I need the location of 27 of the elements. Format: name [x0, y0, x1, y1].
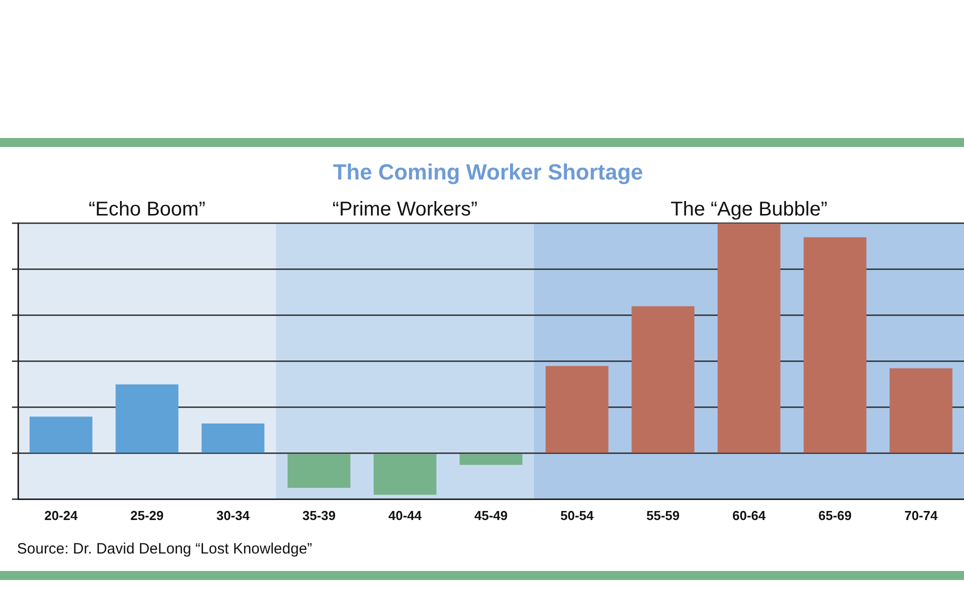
chart-title: The Coming Worker Shortage: [332, 159, 644, 184]
x-tick-label: 65-69: [818, 508, 852, 523]
bar: [890, 368, 952, 453]
x-tick-label: 55-59: [646, 508, 680, 523]
x-tick-label: 20-24: [44, 508, 78, 523]
bar: [460, 454, 522, 465]
source-note: Source: Dr. David DeLong “Lost Knowledge”: [17, 540, 312, 558]
x-tick-label: 60-64: [732, 508, 766, 523]
band-label: The “Age Bubble”: [670, 198, 828, 220]
x-tick-label: 50-54: [560, 508, 594, 523]
x-tick-label: 40-44: [388, 508, 422, 523]
band-label: “Prime Workers”: [332, 198, 478, 220]
x-tick-label: 35-39: [302, 508, 336, 523]
bar: [632, 306, 694, 453]
bar: [546, 366, 608, 453]
bar: [116, 384, 178, 453]
x-tick-label: 25-29: [130, 508, 164, 523]
bar: [202, 424, 264, 453]
band-label: “Echo Boom”: [88, 198, 206, 220]
x-tick-label: 45-49: [474, 508, 508, 523]
x-tick-label: 70-74: [904, 508, 938, 523]
x-tick-label: 30-34: [216, 508, 250, 523]
bar: [30, 416, 92, 453]
bar: [374, 454, 436, 495]
bar: [804, 237, 866, 453]
bar: [288, 454, 350, 488]
bar: [718, 223, 780, 453]
